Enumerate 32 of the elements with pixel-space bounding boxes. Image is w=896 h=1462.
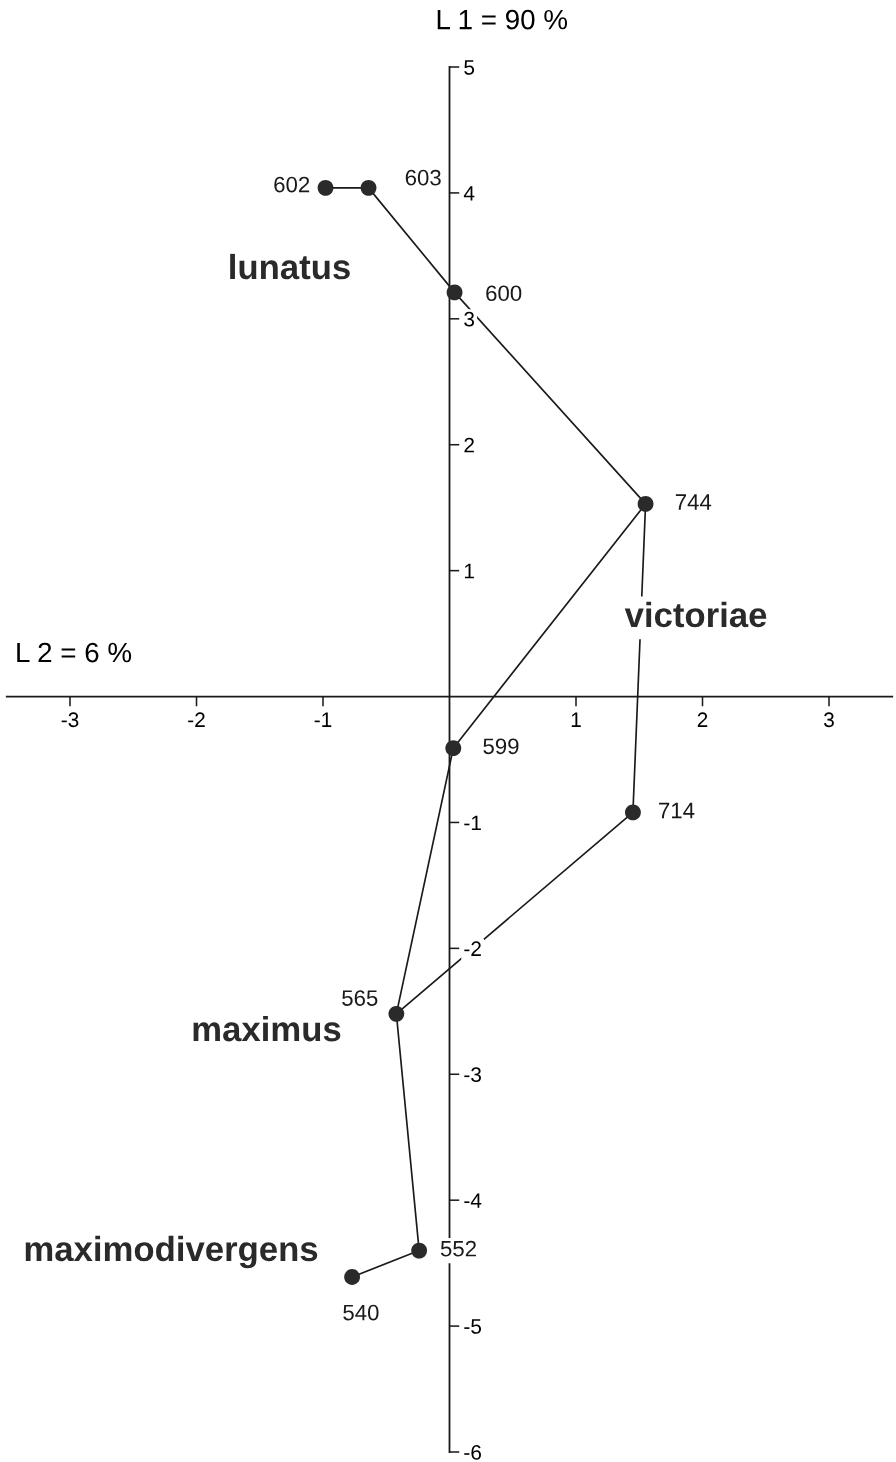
annotation: 603	[405, 169, 441, 186]
y-tick-label: 5	[464, 60, 475, 75]
x-tick-label: 3	[824, 712, 834, 728]
x-tick-label: 1	[571, 712, 581, 727]
y-tick-label: -1	[464, 815, 481, 830]
annotation: lunatus	[230, 253, 350, 280]
y-tick-label: -2	[464, 941, 481, 956]
y-tick-label: 2	[464, 437, 474, 453]
y-tick-label: -6	[464, 1445, 481, 1460]
annotation: 602	[274, 176, 310, 193]
annotation: 744	[675, 494, 712, 510]
annotation: victoriae	[624, 601, 767, 628]
annotation: 552	[440, 1240, 476, 1257]
x-tick-label: -2	[188, 712, 205, 727]
y-tick-label: -5	[464, 1319, 482, 1334]
y-tick-label: 3	[464, 311, 475, 327]
annotation: 599	[483, 738, 519, 755]
annotation: 600	[486, 285, 522, 302]
annotation: maximus	[193, 1015, 341, 1042]
x-tick-label: -3	[61, 712, 79, 728]
y-tick-label: -3	[464, 1067, 481, 1083]
annotation: 565	[342, 990, 378, 1006]
annotation: maximodivergens	[25, 1235, 318, 1269]
y-tick-label: 1	[464, 563, 474, 579]
x-tick-label: -1	[314, 712, 332, 727]
y-tick-label: -4	[464, 1193, 482, 1208]
annotation: 540	[343, 1304, 379, 1321]
x-tick-label: 2	[697, 712, 708, 727]
x-axis-title: L 2 = 6 %	[17, 642, 132, 663]
y-axis-title: L 1 = 90 %	[437, 9, 568, 30]
annotation: 714	[659, 802, 695, 819]
y-tick-label: 4	[463, 186, 475, 201]
